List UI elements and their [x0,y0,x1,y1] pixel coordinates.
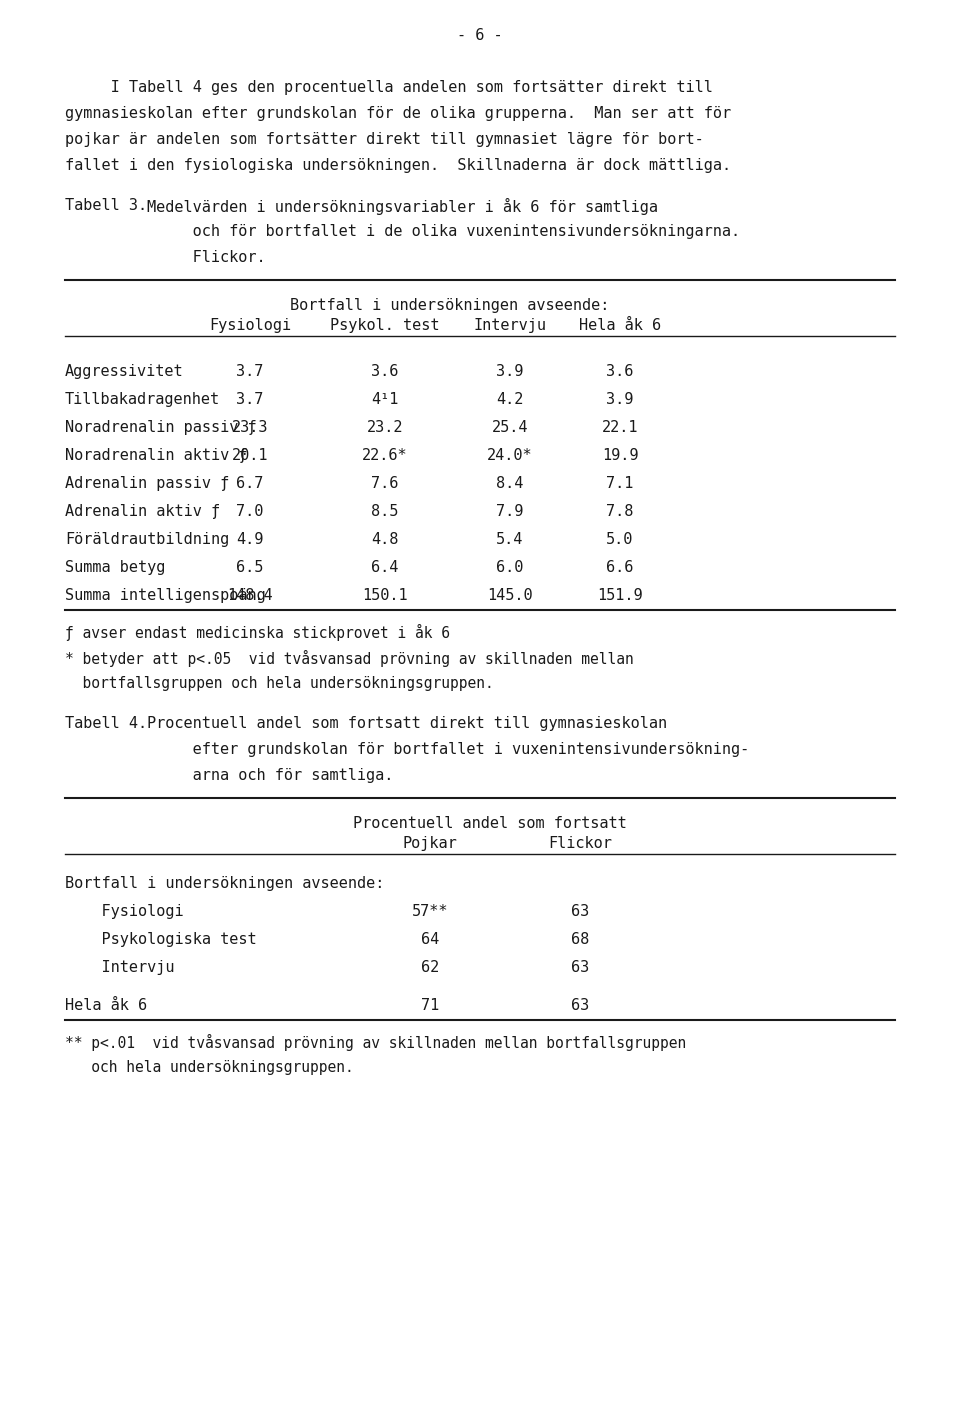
Text: 4.2: 4.2 [496,391,524,407]
Text: 68: 68 [571,932,589,947]
Text: Hela åk 6: Hela åk 6 [579,318,661,333]
Text: 22.1: 22.1 [602,419,638,435]
Text: 19.9: 19.9 [602,448,638,463]
Text: 20.1: 20.1 [231,448,268,463]
Text: efter grundskolan för bortfallet i vuxenintensivundersökning-: efter grundskolan för bortfallet i vuxen… [147,742,749,758]
Text: 3.6: 3.6 [372,363,398,379]
Text: Bortfall i undersökningen avseende:: Bortfall i undersökningen avseende: [290,297,610,313]
Text: 7.6: 7.6 [372,476,398,491]
Text: 5.0: 5.0 [607,532,634,547]
Text: arna och för samtliga.: arna och för samtliga. [147,767,394,783]
Text: Adrenalin aktiv ƒ: Adrenalin aktiv ƒ [65,504,220,519]
Text: 151.9: 151.9 [597,588,643,603]
Text: Noradrenalin passiv ƒ: Noradrenalin passiv ƒ [65,419,256,435]
Text: och hela undersökningsgruppen.: och hela undersökningsgruppen. [65,1061,353,1075]
Text: Bortfall i undersökningen avseende:: Bortfall i undersökningen avseende: [65,875,384,891]
Text: 145.0: 145.0 [487,588,533,603]
Text: 24.0*: 24.0* [487,448,533,463]
Text: 23.2: 23.2 [367,419,403,435]
Text: Fysiologi: Fysiologi [65,904,183,919]
Text: Pojkar: Pojkar [402,836,457,852]
Text: 7.0: 7.0 [236,504,264,519]
Text: Intervju: Intervju [65,960,175,975]
Text: Procentuell andel som fortsatt direkt till gymnasieskolan: Procentuell andel som fortsatt direkt ti… [147,716,667,731]
Text: 3.9: 3.9 [607,391,634,407]
Text: Noradrenalin aktiv ƒ: Noradrenalin aktiv ƒ [65,448,248,463]
Text: Psykol. test: Psykol. test [330,318,440,333]
Text: 6.6: 6.6 [607,560,634,575]
Text: 57**: 57** [412,904,448,919]
Text: 7.1: 7.1 [607,476,634,491]
Text: 7.9: 7.9 [496,504,524,519]
Text: 4.9: 4.9 [236,532,264,547]
Text: 4¹1: 4¹1 [372,391,398,407]
Text: Adrenalin passiv ƒ: Adrenalin passiv ƒ [65,476,229,491]
Text: Föräldrautbildning: Föräldrautbildning [65,532,229,547]
Text: 3.7: 3.7 [236,363,264,379]
Text: Flickor: Flickor [548,836,612,852]
Text: 3.6: 3.6 [607,363,634,379]
Text: I Tabell 4 ges den procentuella andelen som fortsätter direkt till: I Tabell 4 ges den procentuella andelen … [65,80,713,95]
Text: 6.4: 6.4 [372,560,398,575]
Text: Intervju: Intervju [473,318,546,333]
Text: ** p<.01  vid tvåsvansad prövning av skillnaden mellan bortfallsgruppen: ** p<.01 vid tvåsvansad prövning av skil… [65,1034,686,1051]
Text: 62: 62 [420,960,439,975]
Text: ƒ avser endast medicinska stickprovet i åk 6: ƒ avser endast medicinska stickprovet i … [65,624,450,641]
Text: 8.5: 8.5 [372,504,398,519]
Text: 6.0: 6.0 [496,560,524,575]
Text: Procentuell andel som fortsatt: Procentuell andel som fortsatt [353,817,627,831]
Text: 22.6*: 22.6* [362,448,408,463]
Text: * betyder att p<.05  vid tvåsvansad prövning av skillnaden mellan: * betyder att p<.05 vid tvåsvansad prövn… [65,650,634,666]
Text: 23.3: 23.3 [231,419,268,435]
Text: fallet i den fysiologiska undersökningen.  Skillnaderna är dock mättliga.: fallet i den fysiologiska undersökningen… [65,159,732,173]
Text: 71: 71 [420,998,439,1013]
Text: 5.4: 5.4 [496,532,524,547]
Text: Summa intelligenspoäng: Summa intelligenspoäng [65,588,266,603]
Text: bortfallsgruppen och hela undersökningsgruppen.: bortfallsgruppen och hela undersökningsg… [65,676,493,692]
Text: 63: 63 [571,904,589,919]
Text: Tillbakadragenhet: Tillbakadragenhet [65,391,220,407]
Text: Psykologiska test: Psykologiska test [65,932,256,947]
Text: 3.7: 3.7 [236,391,264,407]
Text: 63: 63 [571,998,589,1013]
Text: 6.7: 6.7 [236,476,264,491]
Text: gymnasieskolan efter grundskolan för de olika grupperna.  Man ser att för: gymnasieskolan efter grundskolan för de … [65,107,732,121]
Text: 3.9: 3.9 [496,363,524,379]
Text: 7.8: 7.8 [607,504,634,519]
Text: Aggressivitet: Aggressivitet [65,363,183,379]
Text: 148.4: 148.4 [228,588,273,603]
Text: 150.1: 150.1 [362,588,408,603]
Text: Tabell 4.: Tabell 4. [65,716,147,731]
Text: och för bortfallet i de olika vuxenintensivundersökningarna.: och för bortfallet i de olika vuxeninten… [147,224,740,239]
Text: Medelvärden i undersökningsvariabler i åk 6 för samtliga: Medelvärden i undersökningsvariabler i å… [147,198,658,215]
Text: pojkar är andelen som fortsätter direkt till gymnasiet lägre för bort-: pojkar är andelen som fortsätter direkt … [65,132,704,147]
Text: Summa betyg: Summa betyg [65,560,165,575]
Text: - 6 -: - 6 - [457,28,503,43]
Text: 63: 63 [571,960,589,975]
Text: Hela åk 6: Hela åk 6 [65,998,147,1013]
Text: 4.8: 4.8 [372,532,398,547]
Text: Flickor.: Flickor. [147,250,266,265]
Text: 8.4: 8.4 [496,476,524,491]
Text: 64: 64 [420,932,439,947]
Text: Tabell 3.: Tabell 3. [65,198,147,213]
Text: 6.5: 6.5 [236,560,264,575]
Text: 25.4: 25.4 [492,419,528,435]
Text: Fysiologi: Fysiologi [209,318,291,333]
